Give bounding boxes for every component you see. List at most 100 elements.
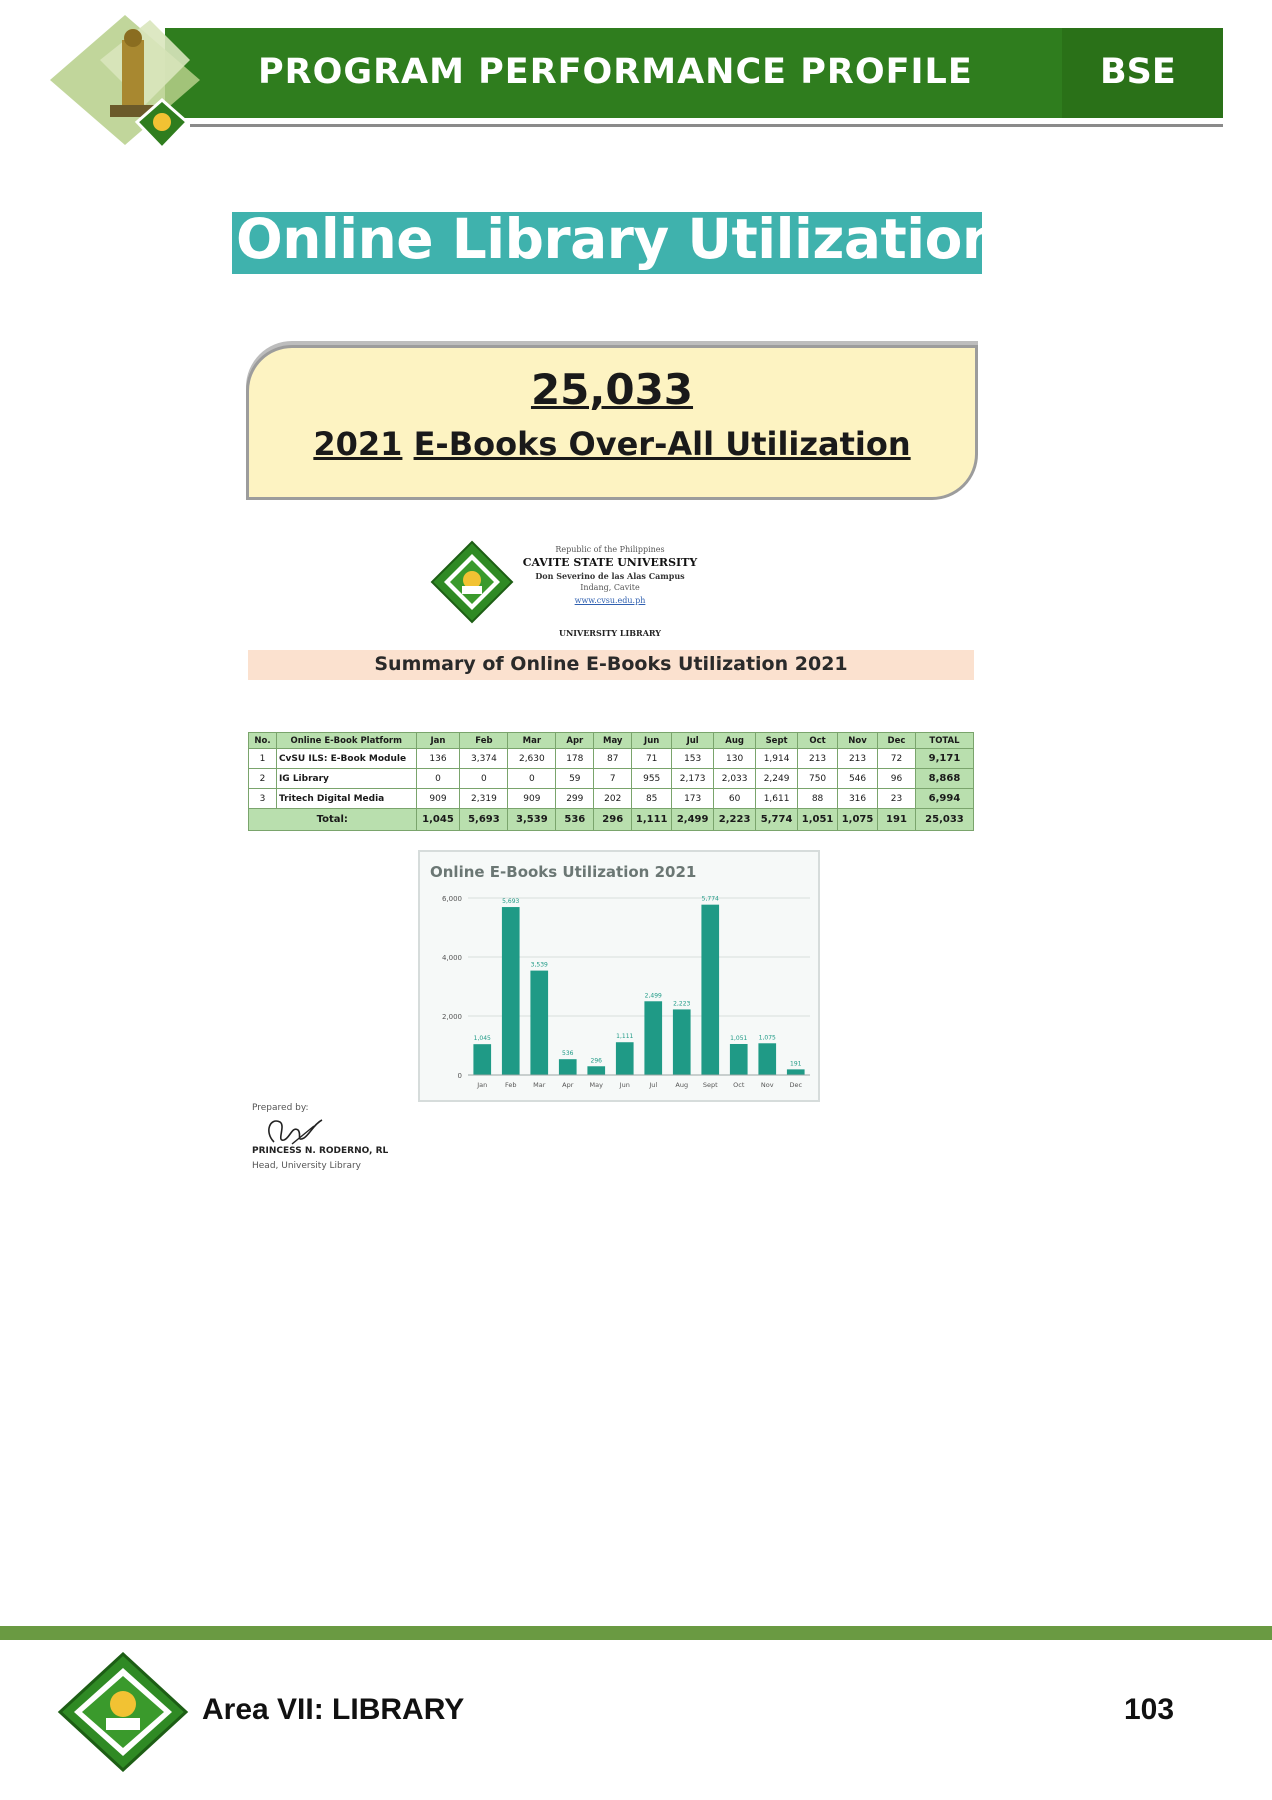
summary-title-bar [248, 650, 974, 680]
bar-value-label: 3,539 [531, 962, 548, 969]
platform-name-cell: CvSU ILS: E-Book Module [275, 748, 417, 769]
prepared-by-label: Prepared by: [252, 1103, 309, 1113]
chart-bar [672, 1009, 691, 1075]
chart-bar [530, 970, 549, 1075]
table-cell: 72 [877, 748, 916, 769]
y-tick-label: 4,000 [442, 954, 462, 962]
table-cell: 59 [555, 768, 595, 789]
highlight-number: 25,033 [530, 365, 694, 414]
x-tick-label: Sept [703, 1081, 718, 1089]
table-header-cell: TOTAL [914, 732, 975, 749]
table-cell: 87 [593, 748, 633, 769]
table-header-cell: Feb [459, 732, 509, 749]
signature-icon [268, 1119, 323, 1145]
table-cell: 2,173 [671, 768, 715, 789]
table-header-row: No. Online E-Book Platform Jan Feb Mar A… [248, 732, 975, 749]
table-cell: 130 [713, 748, 757, 769]
section-banner [232, 212, 982, 274]
table-cell: 213 [837, 748, 879, 769]
bar-value-label: 5,774 [702, 896, 719, 903]
table-cell: 96 [877, 768, 916, 789]
page-number: 103 [1124, 1693, 1175, 1726]
table-header-cell: Sept [755, 732, 799, 749]
table-cell: 750 [797, 768, 839, 789]
bar-value-label: 1,075 [759, 1034, 776, 1041]
table-header-cell: Apr [555, 732, 595, 749]
bar-value-label: 1,111 [616, 1033, 633, 1040]
table-cell: 173 [671, 788, 715, 809]
table-row: 1 CvSU ILS: E-Book Module 136 3,374 2,63… [248, 748, 975, 769]
footer-area-label: Area VII: LIBRARY [202, 1693, 465, 1726]
table-header-cell: Nov [837, 732, 879, 749]
table-cell: 213 [797, 748, 839, 769]
chart-bar [786, 1069, 805, 1075]
table-cell: 909 [507, 788, 557, 809]
table-cell: 909 [415, 788, 461, 809]
table-header-cell: Jan [415, 732, 461, 749]
chart-bar [587, 1066, 606, 1075]
total-cell: 1,045 [415, 808, 461, 831]
row-total-cell: 6,994 [914, 788, 975, 809]
table-cell: 153 [671, 748, 715, 769]
table-cell: 955 [631, 768, 673, 789]
total-cell: 2,499 [671, 808, 715, 831]
x-tick-label: Aug [675, 1081, 688, 1089]
program-code: BSE [1100, 52, 1176, 92]
campus-name: Don Severino de las Alas Campus [535, 571, 685, 581]
table-cell: 85 [631, 788, 673, 809]
table-cell: 299 [555, 788, 595, 809]
y-tick-label: 6,000 [442, 895, 462, 903]
table-header-cell: May [593, 732, 633, 749]
chart-bar [701, 904, 720, 1075]
total-cell: 536 [555, 808, 595, 831]
table-header-cell: Aug [713, 732, 757, 749]
total-cell: 3,539 [507, 808, 557, 831]
university-mascot-logo-icon [50, 15, 200, 151]
bar-value-label: 2,223 [673, 1000, 690, 1007]
highlight-box [246, 345, 978, 500]
cvsu-seal-icon [430, 540, 514, 624]
table-header-cell: Mar [507, 732, 557, 749]
table-cell: 0 [415, 768, 461, 789]
table-row: 2 IG Library 0 0 0 59 7 955 2,173 2,033 … [248, 768, 975, 789]
x-tick-label: Jun [619, 1081, 630, 1089]
header-bar-end [1062, 28, 1223, 118]
chart-bar [615, 1042, 634, 1075]
table-cell: 1 [248, 748, 277, 769]
table-cell: 3,374 [459, 748, 509, 769]
chart-bar [558, 1059, 577, 1075]
table-cell: 0 [459, 768, 509, 789]
chart-title: Online E-Books Utilization 2021 [430, 863, 697, 881]
x-tick-label: May [590, 1081, 604, 1089]
row-total-cell: 9,171 [914, 748, 975, 769]
bar-value-label: 536 [562, 1050, 574, 1057]
bar-value-label: 191 [790, 1060, 802, 1067]
utilization-table: No. Online E-Book Platform Jan Feb Mar A… [248, 732, 975, 831]
table-cell: 71 [631, 748, 673, 769]
total-cell: 2,223 [713, 808, 757, 831]
table-header-cell: Dec [877, 732, 916, 749]
table-cell: 2,319 [459, 788, 509, 809]
university-website-link[interactable]: www.cvsu.edu.ph [574, 596, 646, 605]
table-cell: 178 [555, 748, 595, 769]
total-cell: 1,111 [631, 808, 673, 831]
table-cell: 23 [877, 788, 916, 809]
grand-total-cell: 25,033 [914, 808, 975, 831]
total-label-cell: Total: [248, 808, 417, 831]
table-cell: 202 [593, 788, 633, 809]
x-tick-label: Feb [505, 1081, 517, 1089]
bar-value-label: 1,051 [730, 1035, 747, 1042]
chart-bar [501, 907, 520, 1075]
table-header-cell: Oct [797, 732, 839, 749]
summary-title: Summary of Online E-Books Utilization 20… [374, 653, 848, 675]
x-tick-label: Apr [562, 1081, 574, 1089]
republic-line: Republic of the Philippines [555, 545, 665, 554]
town-name: Indang, Cavite [580, 583, 640, 592]
table-header-cell: No. [248, 732, 277, 749]
university-seal-footer-icon [57, 1652, 189, 1772]
table-cell: 1,611 [755, 788, 799, 809]
table-cell: 2 [248, 768, 277, 789]
total-cell: 1,051 [797, 808, 839, 831]
utilization-bar-chart: 0 2,000 4,000 6,000 1,045 Jan 5,693 Feb 3,539 Mar… [442, 895, 810, 1089]
x-tick-label: Jan [476, 1081, 487, 1089]
